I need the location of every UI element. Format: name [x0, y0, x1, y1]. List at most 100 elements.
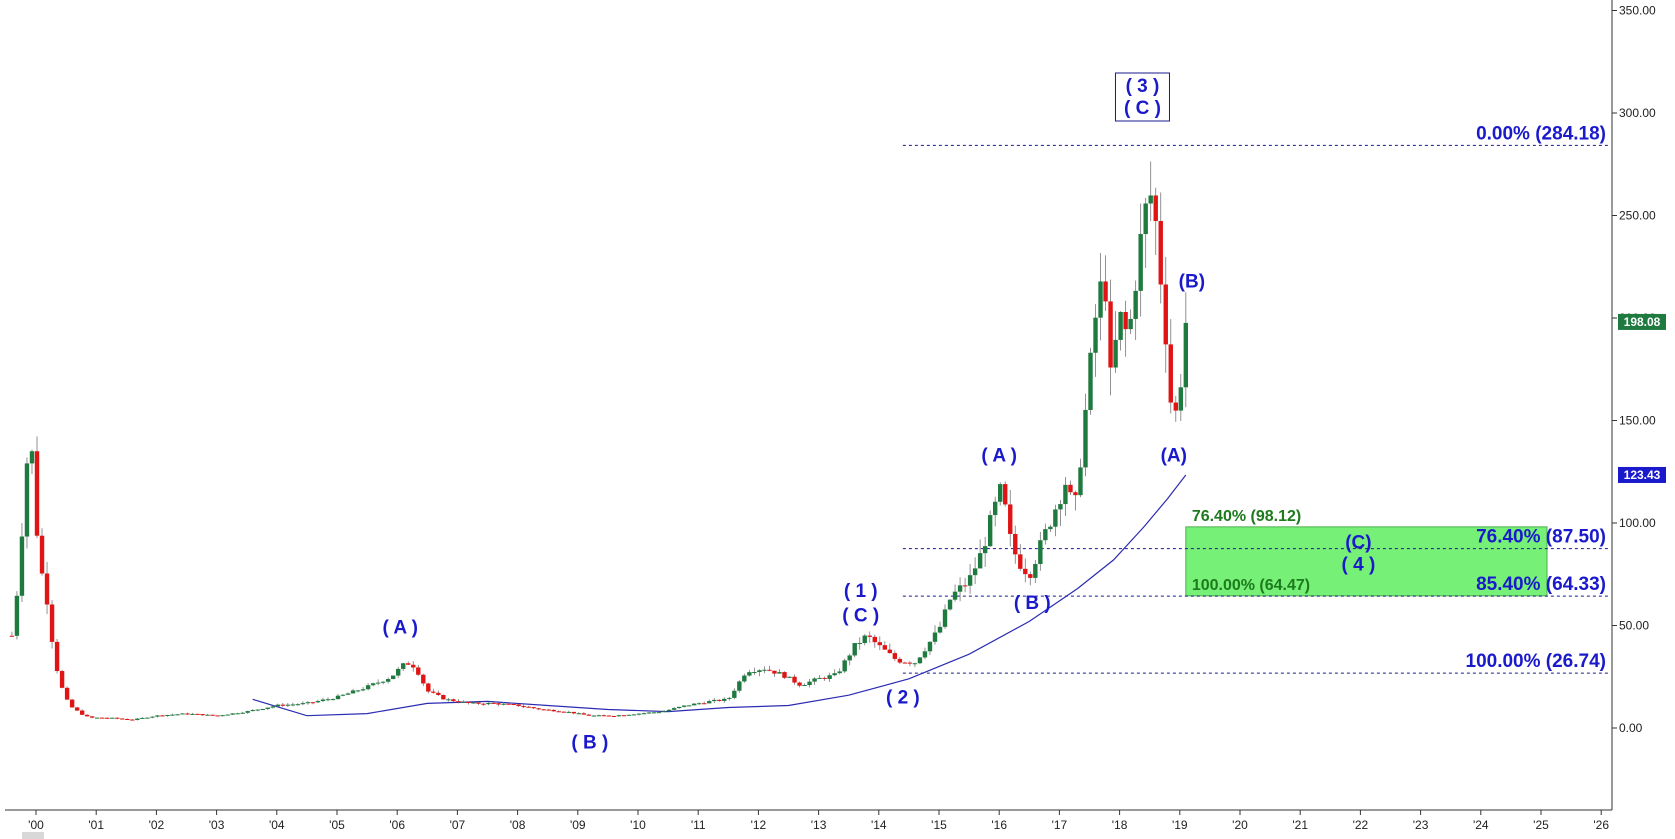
price-labels: 198.08 123.43	[1618, 313, 1666, 483]
candle-body	[957, 585, 963, 592]
candle-body	[987, 515, 993, 547]
candle-body	[521, 706, 526, 708]
candle-body	[320, 699, 326, 702]
candle-body	[837, 671, 842, 674]
zone-wave-label: (C)	[1345, 533, 1371, 554]
price-label-text: 123.43	[1624, 468, 1661, 482]
candle-body	[1013, 533, 1018, 555]
candle-body	[1018, 554, 1023, 569]
candle-body	[857, 643, 862, 645]
candle-body	[1143, 203, 1148, 235]
x-tick-label: '26	[1593, 818, 1609, 832]
fib-label: 100.00% (26.74)	[1466, 651, 1607, 672]
candle-body	[556, 711, 561, 713]
candle-body	[666, 709, 672, 712]
candle-body	[1168, 344, 1173, 403]
candle-body	[396, 668, 401, 676]
y-tick-label: 250.00	[1619, 209, 1656, 223]
candle-body	[616, 715, 622, 717]
boxed-wave-label: ( C )	[1124, 98, 1161, 119]
candle-body	[1008, 504, 1013, 534]
candle-body	[406, 663, 411, 665]
candle-body	[631, 714, 637, 716]
candle-body	[1073, 492, 1078, 496]
candle-body	[1158, 221, 1163, 285]
x-tick-label: '18	[1112, 818, 1128, 832]
candle-body	[847, 655, 852, 661]
candle-body	[526, 706, 531, 708]
y-axis: 0.0050.00100.00150.00200.00250.00300.003…	[1612, 4, 1656, 735]
candle-body	[165, 715, 170, 717]
candle-body	[345, 693, 351, 695]
candle-body	[185, 713, 190, 715]
candle-body	[446, 699, 451, 701]
fib-label: 76.40% (87.50)	[1476, 527, 1606, 548]
zone-top-label: 76.40% (98.12)	[1192, 508, 1301, 525]
candle-body	[1068, 484, 1073, 493]
candle-body	[95, 717, 100, 719]
candle-body	[867, 635, 872, 637]
candle-body	[707, 701, 712, 704]
candle-body	[135, 718, 140, 720]
y-tick-label: 300.00	[1619, 106, 1656, 120]
candle-body	[787, 676, 792, 678]
candle-body	[1048, 526, 1053, 530]
candle-body	[44, 573, 50, 605]
candle-body	[461, 701, 466, 703]
candle-body	[802, 685, 807, 687]
candle-body	[832, 673, 837, 676]
x-tick-label: '08	[510, 818, 526, 832]
candle-body	[747, 672, 752, 676]
candle-body	[421, 674, 426, 684]
candle-body	[1023, 568, 1028, 575]
scroll-thumb	[22, 832, 44, 839]
candle-body	[777, 672, 782, 674]
candle-body	[105, 717, 110, 719]
x-tick-label: '02	[149, 818, 165, 832]
candle-body	[1163, 284, 1168, 345]
candle-body	[937, 626, 943, 633]
candle-body	[225, 714, 230, 716]
candle-body	[265, 707, 270, 709]
candle-body	[59, 671, 65, 688]
candle-body	[290, 704, 296, 706]
candle-body	[39, 535, 45, 574]
wave-labels: ( A ) ( B ) ( 1 ) ( C ) ( 2 ) ( A ) ( B ) (A) (B…	[382, 72, 1205, 754]
wave-label: ( A )	[382, 618, 418, 639]
candle-body	[1178, 387, 1184, 411]
candle-body	[230, 713, 235, 715]
candle-body	[671, 708, 677, 710]
candle-body	[546, 709, 551, 711]
candle-body	[456, 701, 461, 703]
candle-body	[661, 711, 667, 713]
candle-body	[967, 575, 973, 586]
candle-body	[972, 568, 978, 576]
candle-body	[772, 670, 777, 674]
x-axis: '00 '01 '02 '03 '04 '05 '06 '07 '08 '09 '10 '11 '12 '…	[28, 810, 1609, 832]
candle-body	[737, 681, 742, 691]
candle-body	[917, 657, 923, 664]
price-label-box	[1618, 313, 1666, 330]
x-tick-label: '16	[991, 818, 1007, 832]
moving-average-line	[252, 474, 1187, 717]
candle-body	[110, 717, 115, 719]
x-tick-label: '19	[1172, 818, 1188, 832]
candle-body	[797, 682, 802, 686]
candle-body	[1103, 281, 1108, 302]
wave-label: ( B )	[1014, 593, 1051, 614]
candle-body	[235, 713, 240, 715]
candle-body	[315, 701, 321, 703]
x-tick-label: '22	[1353, 818, 1369, 832]
x-tick-label: '04	[269, 818, 285, 832]
candle-body	[64, 687, 70, 700]
candle-body	[125, 718, 130, 720]
candle-body	[827, 675, 832, 679]
candle-body	[355, 690, 361, 692]
candle-body	[1118, 311, 1123, 340]
candle-body	[581, 713, 587, 715]
candle-body	[887, 649, 893, 654]
candle-body	[762, 669, 767, 671]
candle-body	[576, 713, 582, 715]
x-tick-label: '17	[1052, 818, 1068, 832]
